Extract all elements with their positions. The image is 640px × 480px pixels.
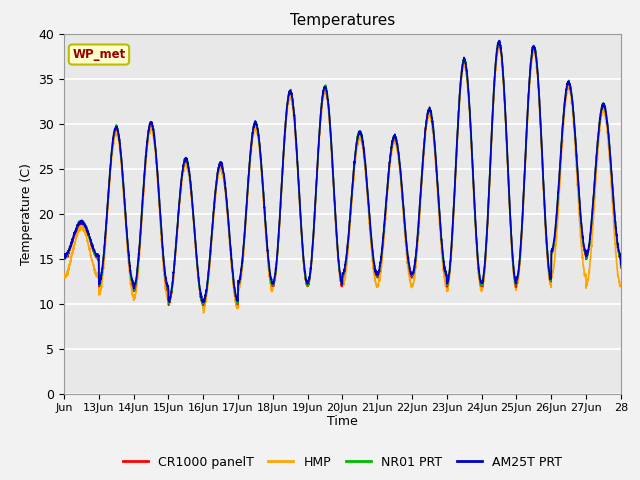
Text: WP_met: WP_met [72,48,125,61]
NR01 PRT [124,239,131,245]
HMP [124,247,131,253]
X-axis label: Time: Time [327,415,358,428]
CR1000 panelT [124,240,131,246]
CR1000 panelT [298,235,306,241]
Y-axis label: Temperature (C): Temperature (C) [20,163,33,264]
CR1000 panelT [164,302,172,308]
AM25T PRT [606,152,614,157]
AM25T PRT [298,235,306,240]
CR1000 panelT [157,217,164,223]
HMP [200,310,207,316]
HMP [606,167,614,172]
HMP [298,234,306,240]
HMP [547,282,554,288]
CR1000 panelT [274,249,282,254]
CR1000 panelT [495,39,503,45]
HMP [157,223,164,229]
AM25T PRT [124,237,131,243]
NR01 PRT [157,215,164,220]
CR1000 panelT [60,254,68,260]
AM25T PRT [617,262,625,267]
Line: NR01 PRT: NR01 PRT [64,41,621,304]
Legend: CR1000 panelT, HMP, NR01 PRT, AM25T PRT: CR1000 panelT, HMP, NR01 PRT, AM25T PRT [118,451,567,474]
NR01 PRT [60,253,68,259]
CR1000 panelT [547,276,554,282]
HMP [495,41,503,47]
AM25T PRT [157,214,164,219]
AM25T PRT [60,252,68,257]
Line: HMP: HMP [64,44,621,313]
AM25T PRT [495,37,503,43]
NR01 PRT [606,154,614,159]
AM25T PRT [274,244,282,250]
CR1000 panelT [617,265,625,271]
Line: CR1000 panelT: CR1000 panelT [64,42,621,305]
HMP [60,272,68,277]
NR01 PRT [298,234,306,240]
CR1000 panelT [606,153,614,158]
NR01 PRT [495,38,503,44]
NR01 PRT [199,301,207,307]
AM25T PRT [547,276,554,282]
HMP [274,246,282,252]
NR01 PRT [547,275,554,281]
Line: AM25T PRT: AM25T PRT [64,40,621,302]
NR01 PRT [617,263,625,269]
AM25T PRT [199,300,207,305]
NR01 PRT [274,247,282,253]
Title: Temperatures: Temperatures [290,13,395,28]
HMP [617,282,625,288]
